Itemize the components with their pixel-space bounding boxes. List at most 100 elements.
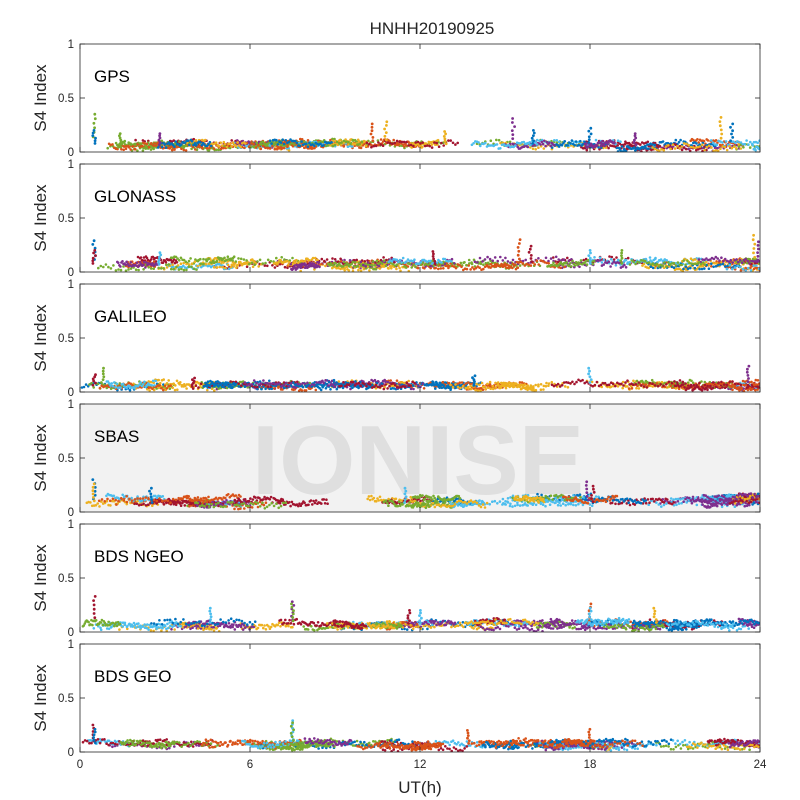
- data-point: [651, 143, 654, 146]
- data-point: [119, 386, 122, 390]
- data-point: [489, 387, 493, 391]
- data-point-spike: [370, 125, 374, 129]
- data-point-spike: [719, 128, 723, 132]
- data-point: [679, 138, 682, 142]
- data-point: [143, 260, 146, 264]
- data-point: [407, 144, 411, 147]
- data-point: [489, 262, 493, 266]
- data-point: [113, 381, 116, 384]
- data-point: [489, 266, 492, 269]
- data-point: [531, 147, 535, 151]
- data-point: [287, 263, 290, 266]
- data-point: [535, 143, 539, 146]
- data-point: [602, 263, 605, 266]
- data-point: [454, 143, 457, 146]
- data-point-spike: [383, 134, 387, 138]
- data-point: [449, 383, 452, 387]
- data-point: [521, 262, 525, 265]
- data-point-spike: [158, 255, 161, 259]
- data-point: [237, 261, 241, 265]
- data-point: [131, 384, 134, 387]
- data-point: [542, 384, 546, 388]
- data-point: [346, 263, 350, 266]
- data-point: [391, 142, 394, 146]
- data-point: [506, 383, 510, 387]
- data-point: [160, 145, 164, 149]
- data-point: [697, 148, 700, 151]
- data-point: [180, 147, 183, 151]
- data-point: [273, 147, 277, 151]
- data-point-spike: [719, 136, 723, 140]
- data-point: [82, 385, 86, 389]
- data-point: [611, 262, 614, 265]
- data-point: [598, 259, 602, 262]
- data-point-spike: [587, 254, 591, 257]
- data-point: [268, 387, 272, 391]
- data-point: [735, 258, 738, 261]
- data-point-spike: [370, 129, 374, 133]
- data-point: [282, 146, 286, 150]
- data-point-spike: [620, 254, 623, 257]
- data-point: [320, 262, 323, 266]
- data-point: [709, 139, 713, 142]
- data-point: [742, 389, 746, 392]
- data-point: [217, 145, 221, 148]
- data-point: [684, 147, 688, 151]
- data-point: [507, 144, 511, 147]
- data-point-spike: [756, 244, 760, 247]
- data-point: [625, 141, 629, 145]
- data-point-spike: [92, 251, 95, 255]
- data-point: [207, 257, 210, 261]
- data-point: [278, 146, 281, 150]
- data-point: [114, 386, 117, 389]
- data-point: [383, 378, 387, 382]
- data-point: [190, 262, 194, 266]
- data-point: [671, 143, 675, 146]
- data-point: [584, 257, 588, 261]
- data-point-spike: [529, 244, 533, 248]
- data-point: [329, 138, 332, 142]
- data-point: [219, 141, 222, 144]
- data-point: [293, 261, 297, 265]
- data-point-spike: [158, 132, 162, 136]
- data-point: [534, 148, 537, 151]
- data-point: [405, 140, 408, 144]
- data-point: [429, 264, 432, 268]
- data-point: [287, 140, 291, 144]
- data-point: [544, 384, 548, 388]
- data-point: [351, 269, 355, 272]
- data-point: [360, 140, 364, 143]
- data-point: [450, 260, 453, 263]
- data-point: [501, 382, 505, 386]
- data-point: [125, 260, 128, 264]
- plot-area: [80, 164, 760, 272]
- data-point: [165, 382, 169, 385]
- data-point: [183, 144, 187, 147]
- data-point-spike: [532, 131, 536, 135]
- data-point-spike: [370, 122, 374, 126]
- data-point: [157, 266, 160, 270]
- data-point: [374, 267, 378, 271]
- data-point: [118, 382, 122, 385]
- data-point: [757, 147, 760, 151]
- data-point: [141, 149, 145, 152]
- data-point: [375, 259, 379, 263]
- data-point: [143, 380, 146, 384]
- data-point: [261, 262, 265, 265]
- data-point: [80, 386, 84, 389]
- data-point: [519, 383, 523, 387]
- data-point-spike: [531, 142, 534, 145]
- data-point: [220, 144, 224, 147]
- data-point: [410, 146, 414, 149]
- data-point: [331, 257, 334, 260]
- data-point: [459, 386, 462, 390]
- data-point: [485, 264, 489, 268]
- data-point: [293, 143, 296, 146]
- data-point: [460, 381, 464, 384]
- data-point-spike: [756, 258, 760, 262]
- data-point: [440, 261, 443, 264]
- data-point: [693, 266, 697, 270]
- data-point: [128, 388, 132, 392]
